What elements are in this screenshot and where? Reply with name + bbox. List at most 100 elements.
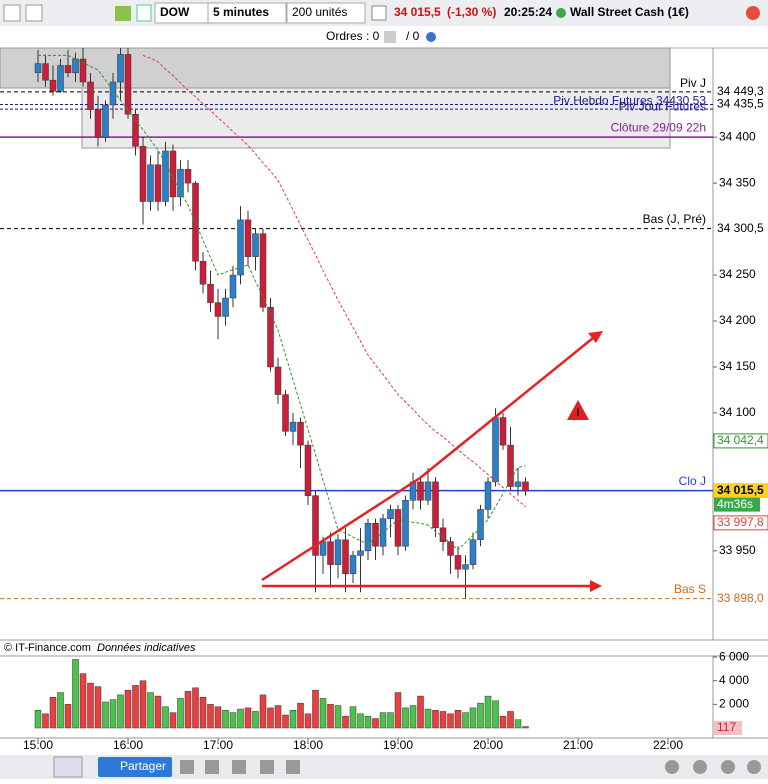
volume-box: [714, 721, 742, 735]
volume-bar: [327, 704, 334, 729]
candle-body: [312, 495, 319, 556]
volume-bar: [304, 713, 312, 729]
units: 200 unités: [292, 5, 347, 19]
time: 20:25:24: [504, 5, 552, 19]
candle-body: [274, 366, 282, 395]
alert-icon[interactable]: [567, 400, 589, 420]
icon[interactable]: [721, 760, 735, 774]
candle-body: [514, 481, 522, 487]
volume-bar: [237, 708, 244, 729]
volume-bar: [297, 702, 304, 729]
vol-tick-label: 6 000: [719, 649, 749, 663]
volume-bar: [514, 719, 522, 729]
volume-bar: [432, 710, 439, 729]
icon[interactable]: [232, 760, 246, 774]
volume-bar: [102, 701, 109, 729]
price: 34 015,5: [394, 5, 441, 19]
icon[interactable]: [693, 760, 707, 774]
volume-bar: [424, 708, 432, 729]
units-select[interactable]: [286, 2, 366, 24]
ma-label: 33 997,8: [717, 515, 764, 529]
price-box: [714, 221, 768, 236]
icon[interactable]: [286, 760, 300, 774]
candle-body: [297, 421, 304, 446]
icon[interactable]: [665, 760, 679, 774]
level-name: Piv Hebdo Futures 34430,53: [553, 93, 706, 107]
volume-bar: [214, 706, 222, 729]
candle-body: [357, 550, 364, 556]
moving-average: [38, 54, 526, 551]
volume-bar: [147, 692, 154, 729]
icon[interactable]: [180, 760, 194, 774]
price-box: [714, 84, 768, 99]
x-tick-label: 22:00: [653, 738, 683, 752]
candle-body: [394, 509, 402, 547]
icon[interactable]: [746, 6, 760, 20]
alert-mark: !: [576, 407, 580, 419]
candle-body: [229, 274, 237, 299]
icon[interactable]: [115, 6, 131, 21]
volume-bar: [229, 712, 237, 729]
volume-bar: [49, 697, 57, 729]
icon[interactable]: [205, 760, 219, 774]
price-box: [714, 591, 768, 606]
volume-bar: [439, 711, 447, 729]
volume-bar: [139, 680, 147, 729]
icon[interactable]: [53, 756, 83, 778]
volume-bar: [342, 715, 349, 729]
candle-body: [372, 523, 379, 547]
symbol: DOW: [160, 5, 190, 19]
instrument: Wall Street Cash (1€): [570, 5, 689, 19]
icon[interactable]: [371, 5, 387, 21]
volume-bar: [192, 687, 199, 729]
level-name: Bas S: [674, 582, 706, 596]
candle-body: [72, 58, 79, 74]
candle-body: [244, 219, 252, 257]
candle-body: [94, 109, 102, 138]
candle-body: [507, 444, 514, 487]
icon[interactable]: [747, 760, 761, 774]
volume-bar: [357, 713, 364, 729]
candle-body: [282, 394, 289, 432]
moving-average: [142, 54, 526, 508]
volume-bar: [319, 698, 327, 729]
volume-bar: [199, 697, 207, 729]
icon[interactable]: [136, 4, 152, 22]
level-name: Clo J: [679, 474, 706, 488]
period-select[interactable]: [207, 2, 287, 24]
share-button[interactable]: [98, 757, 172, 777]
candle-body: [57, 65, 64, 92]
candle-body: [147, 164, 154, 202]
change: (-1,30 %): [447, 5, 496, 19]
candle-body: [177, 169, 184, 198]
volume-bar: [507, 711, 514, 729]
volume-bar: [184, 691, 192, 729]
trendline: [261, 476, 421, 582]
candle-body: [222, 297, 229, 317]
volume-bar: [132, 685, 139, 729]
zone: [81, 87, 671, 149]
countdown-box: [714, 497, 760, 512]
candle-body: [462, 564, 469, 570]
candle-body: [432, 481, 439, 529]
volume-bar: [409, 705, 417, 729]
candle-body: [252, 233, 259, 257]
trendline: [419, 333, 599, 479]
volume-bar: [312, 689, 319, 729]
icon[interactable]: [3, 4, 21, 22]
icon[interactable]: [384, 31, 396, 43]
icon[interactable]: [426, 32, 436, 42]
candle-body: [117, 54, 124, 83]
volume-bar: [154, 695, 162, 729]
volume-bar: [379, 712, 387, 729]
icon[interactable]: [260, 760, 274, 774]
y-tick-label: 34 400: [719, 129, 756, 143]
icon[interactable]: [25, 4, 43, 22]
volume-bar: [394, 692, 402, 729]
candle-body: [439, 527, 447, 542]
x-tick-label: 17:00: [203, 738, 233, 752]
level-name: Bas (J, Pré): [643, 212, 706, 226]
candle-body: [499, 417, 507, 446]
vol-tick-label: 2 000: [719, 697, 749, 711]
